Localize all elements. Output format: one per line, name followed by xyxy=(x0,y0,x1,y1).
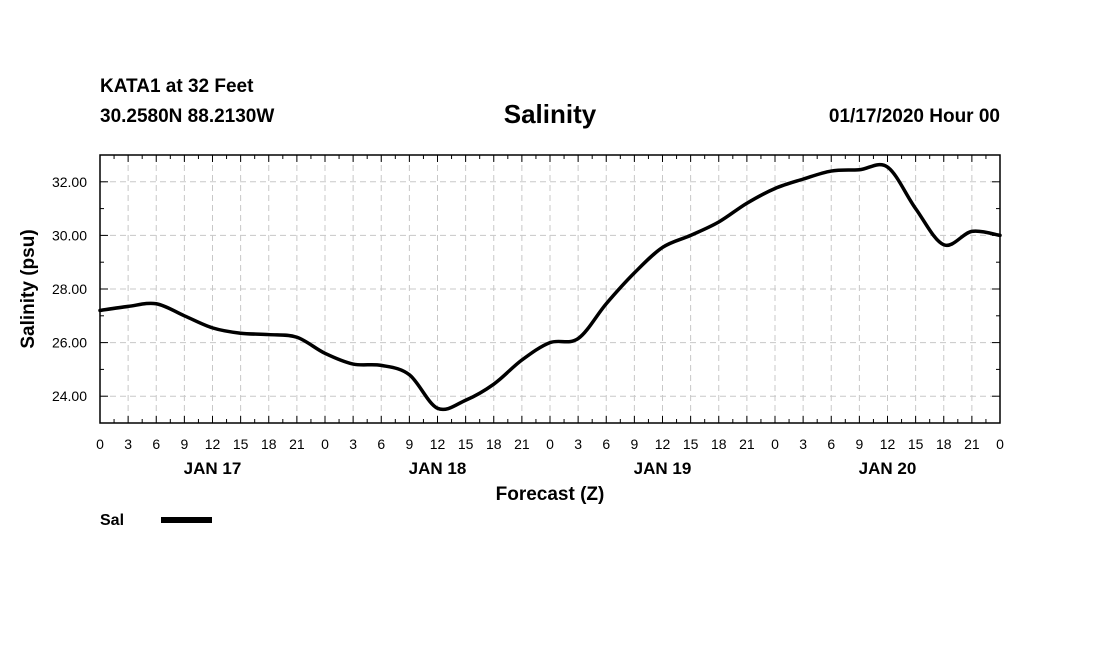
x-tick-label: 15 xyxy=(458,436,474,452)
y-tick-label: 30.00 xyxy=(52,227,87,243)
x-axis-label: Forecast (Z) xyxy=(496,484,605,505)
day-label: JAN 19 xyxy=(634,459,692,478)
x-tick-label: 6 xyxy=(602,436,610,452)
x-tick-label: 12 xyxy=(880,436,896,452)
x-tick-label: 9 xyxy=(180,436,188,452)
forecast-datetime: 01/17/2020 Hour 00 xyxy=(828,106,1000,127)
x-tick-label: 21 xyxy=(739,436,755,452)
x-tick-label: 6 xyxy=(377,436,385,452)
x-tick-label: 9 xyxy=(405,436,413,452)
y-tick-label: 28.00 xyxy=(52,281,87,297)
x-tick-label: 15 xyxy=(683,436,699,452)
x-tick-label: 21 xyxy=(289,436,305,452)
x-tick-label: 3 xyxy=(349,436,357,452)
day-label: JAN 18 xyxy=(409,459,467,478)
x-tick-label: 3 xyxy=(574,436,582,452)
plot-frame xyxy=(99,154,1001,424)
tick-labels: 0 3 6 9 12 15 18 21 0 3 6 9 12 15 18 21 0 3 6 9 12 15 18 21 0 3 6 9… xyxy=(52,174,1004,478)
y-axis-label: Salinity (psu) xyxy=(18,229,39,348)
y-tick-label: 26.00 xyxy=(52,335,87,351)
x-tick-label: 0 xyxy=(321,436,329,452)
salinity-series-line xyxy=(98,162,1002,412)
x-tick-label: 18 xyxy=(261,436,277,452)
x-tick-label: 21 xyxy=(514,436,530,452)
x-tick-label: 6 xyxy=(827,436,835,452)
day-label: JAN 17 xyxy=(184,459,242,478)
x-tick-label: 12 xyxy=(655,436,671,452)
x-tick-label: 18 xyxy=(711,436,727,452)
x-tick-label: 3 xyxy=(799,436,807,452)
x-tick-label: 3 xyxy=(124,436,132,452)
x-tick-label: 0 xyxy=(771,436,779,452)
x-tick-label: 6 xyxy=(152,436,160,452)
x-tick-label: 0 xyxy=(96,436,104,452)
station-name: KATA1 at 32 Feet xyxy=(100,76,254,97)
legend-label: Sal xyxy=(100,512,124,529)
x-tick-label: 15 xyxy=(233,436,249,452)
grid xyxy=(100,155,1000,423)
y-tick-label: 32.00 xyxy=(52,174,87,190)
x-tick-label: 15 xyxy=(908,436,924,452)
y-tick-label: 24.00 xyxy=(52,388,87,404)
x-tick-label: 18 xyxy=(486,436,502,452)
x-tick-label: 9 xyxy=(630,436,638,452)
x-tick-label: 0 xyxy=(996,436,1004,452)
station-coordinates: 30.2580N 88.2130W xyxy=(100,106,275,127)
x-tick-label: 12 xyxy=(430,436,446,452)
x-tick-label: 0 xyxy=(546,436,554,452)
x-tick-label: 9 xyxy=(855,436,863,452)
x-tick-label: 21 xyxy=(964,436,980,452)
chart-title: Salinity xyxy=(503,99,597,129)
x-tick-label: 12 xyxy=(205,436,221,452)
day-label: JAN 20 xyxy=(859,459,917,478)
x-tick-label: 18 xyxy=(936,436,952,452)
